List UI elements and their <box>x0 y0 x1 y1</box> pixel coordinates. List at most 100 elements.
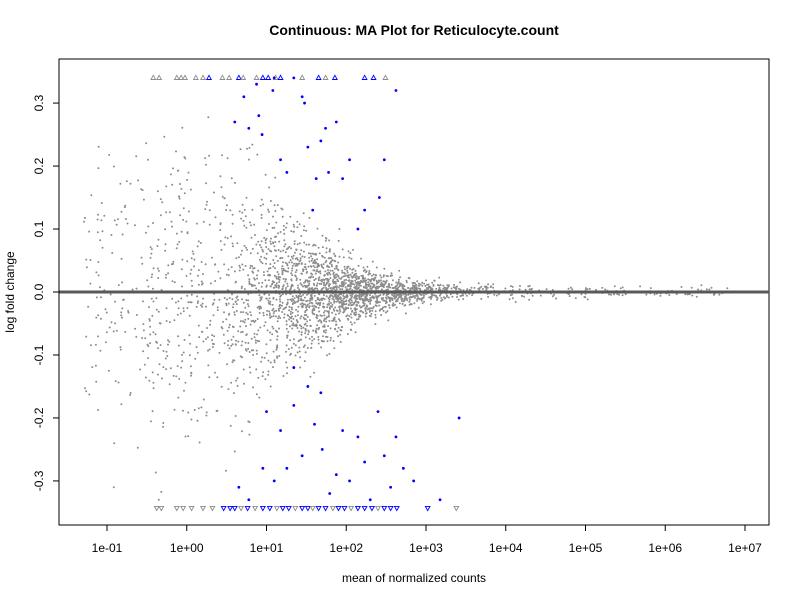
clipped-up-triangle <box>181 74 189 80</box>
x-tick-label: 1e+02 <box>329 541 363 555</box>
significant-point <box>356 435 360 439</box>
clipped-down-triangle <box>199 505 207 512</box>
clipped-down-triangle <box>348 505 355 512</box>
clipped-down-triangle <box>309 505 316 512</box>
significant-point <box>292 403 296 407</box>
significant-point <box>394 89 398 92</box>
clipped-down-triangle <box>273 505 280 512</box>
clipped-down-triangle <box>153 505 160 512</box>
y-axis-label: log fold change <box>3 251 17 333</box>
significant-point <box>247 126 251 130</box>
significant-point <box>438 498 442 502</box>
y-tick-label: 0.2 <box>32 157 46 174</box>
significant-point <box>368 498 372 502</box>
significant-point <box>348 158 351 162</box>
significant-point <box>242 95 246 99</box>
clipped-up-triangle <box>382 74 389 80</box>
clipped-down-triangle <box>387 505 394 512</box>
x-tick-label: 1e+00 <box>170 541 204 555</box>
significant-point <box>247 498 251 502</box>
significant-point <box>285 466 289 470</box>
significant-point <box>306 145 310 149</box>
background-point-cloud <box>83 116 729 501</box>
clipped-down-triangle <box>227 505 234 512</box>
significant-point <box>412 479 416 483</box>
clipped-down-triangle <box>285 505 292 512</box>
significant-point <box>341 429 345 432</box>
x-tick-label: 1e+06 <box>648 541 682 555</box>
clipped-down-triangle <box>315 505 322 512</box>
significant-point <box>328 492 332 495</box>
clipped-up-triangle <box>299 74 306 80</box>
clipped-down-triangle <box>374 505 382 512</box>
significant-point <box>311 208 315 212</box>
clipped-down-triangle <box>220 505 227 512</box>
clipped-down-triangle <box>322 505 329 512</box>
clipped-up-triangle <box>178 74 185 80</box>
clipped-up-triangle <box>315 74 322 80</box>
significant-point <box>272 479 276 483</box>
clipped-down-triangle <box>279 505 286 512</box>
significant-point <box>233 120 237 124</box>
significant-point <box>306 385 310 388</box>
y-tick-label: 0.3 <box>32 94 46 111</box>
significant-point <box>265 410 268 414</box>
y-tick-label: -0.1 <box>32 344 46 365</box>
significant-points <box>233 76 461 502</box>
clipped-down-triangle <box>252 505 259 512</box>
significant-point <box>292 366 296 369</box>
clipped-up-triangle <box>199 74 207 80</box>
clipped-down-triangle <box>329 505 336 512</box>
significant-point <box>292 76 296 80</box>
significant-point <box>376 410 380 414</box>
clipped-down-triangle <box>259 505 266 512</box>
clipped-down-triangle <box>335 505 342 512</box>
clipped-up-triangle <box>331 74 338 80</box>
significant-point <box>279 158 282 162</box>
clipped-up-triangle <box>265 74 272 80</box>
significant-point <box>271 89 275 92</box>
clipped-up-triangle <box>322 74 329 80</box>
clipped-down-triangle <box>209 505 216 512</box>
clipped-down-triangle <box>354 505 361 512</box>
clipped-up-triangle <box>156 74 163 80</box>
x-tick-label: 1e+07 <box>728 541 762 555</box>
clipped-down-triangle <box>361 505 368 512</box>
significant-point <box>279 429 282 432</box>
clipped-down-triangle <box>292 505 299 512</box>
significant-point <box>313 422 316 426</box>
x-axis: 1e-01 1e+00 1e+01 1e+02 1e+03 1e+04 1e+05 1e+06… <box>92 524 762 555</box>
significant-point <box>389 485 393 489</box>
significant-point <box>320 448 324 451</box>
clipped-down-triangle <box>180 505 187 512</box>
clipped-up-triangle <box>235 74 242 80</box>
y-tick-label: 0.0 <box>32 283 46 300</box>
y-tick-label: -0.2 <box>32 407 46 428</box>
significant-point <box>363 208 367 212</box>
clipped-down-triangle <box>424 505 431 512</box>
clipped-down-triangle <box>238 505 245 512</box>
clipped-down-triangle <box>231 505 238 512</box>
significant-point <box>272 76 276 80</box>
x-tick-label: 1e+03 <box>409 541 443 555</box>
clipped-down-triangle <box>158 505 165 512</box>
clipped-down-triangle <box>368 505 376 512</box>
clipped-up-triangle <box>219 74 226 80</box>
chart-title: Continuous: MA Plot for Reticulocyte.cou… <box>269 22 559 38</box>
significant-point <box>401 466 405 470</box>
clipped-up-triangle <box>370 74 377 80</box>
significant-point <box>363 460 367 464</box>
clipped-up-triangle <box>173 74 180 80</box>
significant-point <box>303 101 306 105</box>
significant-point <box>257 114 261 118</box>
significant-point <box>394 435 398 439</box>
clipped-up-triangle <box>240 74 247 80</box>
clipped-up-triangle <box>277 74 284 80</box>
clipped-down-triangle <box>244 505 251 512</box>
clipped-down-triangle <box>381 505 388 512</box>
x-tick-label: 1e+04 <box>489 541 523 555</box>
clipped-down-triangle <box>266 505 273 512</box>
clipped-up-triangle <box>150 74 157 80</box>
clipped-up-triangle <box>253 74 260 80</box>
